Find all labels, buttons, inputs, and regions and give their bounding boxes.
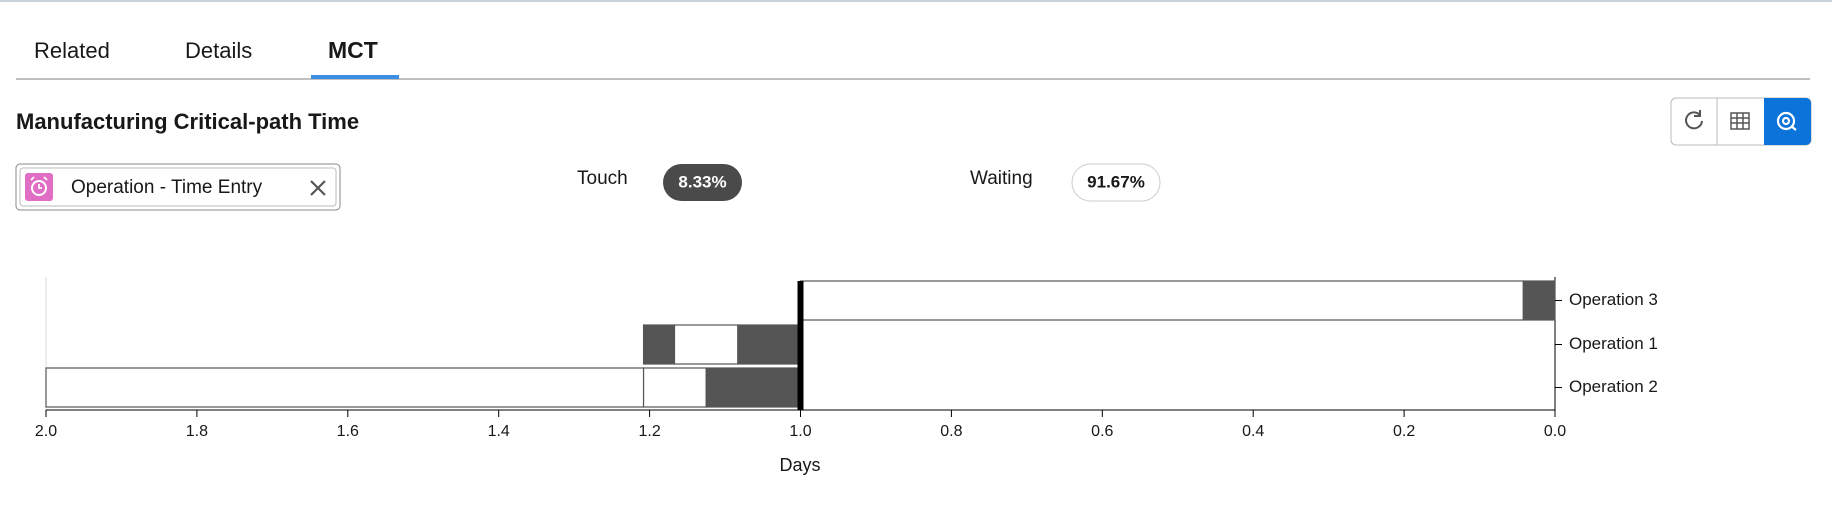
segment [673,324,739,365]
button-active[interactable] [1764,98,1811,145]
button-group [1670,97,1812,146]
chip-inner [19,167,337,207]
x-tick-label: 1.4 [488,423,510,440]
x-tick-label: 1.2 [638,423,660,440]
stat-pill [1071,163,1161,202]
x-tick-label: 0.6 [1091,423,1113,440]
segment [642,324,676,365]
tab-underline [311,75,399,79]
x-tick-label: 0.2 [1393,423,1415,440]
chip-remove[interactable] [310,180,326,196]
chip-icon-clock [31,180,47,196]
x-tick-label: 2.0 [35,423,57,440]
y-tick-label: Operation 3 [1569,290,1658,309]
x-tick-label: 1.8 [186,423,208,440]
stat-label: Touch [577,168,628,189]
top-border [0,0,1832,2]
x-axis-label: Days [779,455,820,475]
chip-label: Operation - Time Entry [71,177,263,198]
y-tick-label: Operation 2 [1569,377,1658,396]
x-tick-label: 1.6 [337,423,359,440]
segment [705,367,802,408]
section-title: Manufacturing Critical-path Time [16,109,359,134]
tab[interactable]: Related [34,38,110,63]
segment [1522,280,1556,321]
table-button[interactable] [1730,112,1750,130]
segment [45,367,645,408]
gantt-chart: Days 2.0 1.8 1.6 1.4 1.2 1.0 0.8 0.6 0.4 0.2 0.0 Op… [35,277,1658,475]
tab[interactable]: Details [185,38,252,63]
stat-value: 8.33% [678,172,726,191]
stat-value: 91.67% [1087,172,1145,191]
tab-active[interactable]: MCT [328,37,378,63]
stat-label: Waiting [970,168,1033,189]
refresh-button[interactable] [1685,110,1703,130]
stat-pill [663,164,742,201]
segment [642,367,707,408]
x-tick-label: 0.4 [1242,423,1264,440]
x-tick-label: 0.8 [940,423,962,440]
filter-chip[interactable]: Operation - Time Entry [15,163,341,211]
x-tick-label: 1.0 [789,423,811,440]
x-tick-label: 0.0 [1544,423,1566,440]
chip-icon-hands [30,176,48,189]
segment [737,324,802,365]
y-tick-label: Operation 1 [1569,334,1658,353]
chart-button[interactable] [1776,111,1797,131]
segment [799,280,1524,321]
